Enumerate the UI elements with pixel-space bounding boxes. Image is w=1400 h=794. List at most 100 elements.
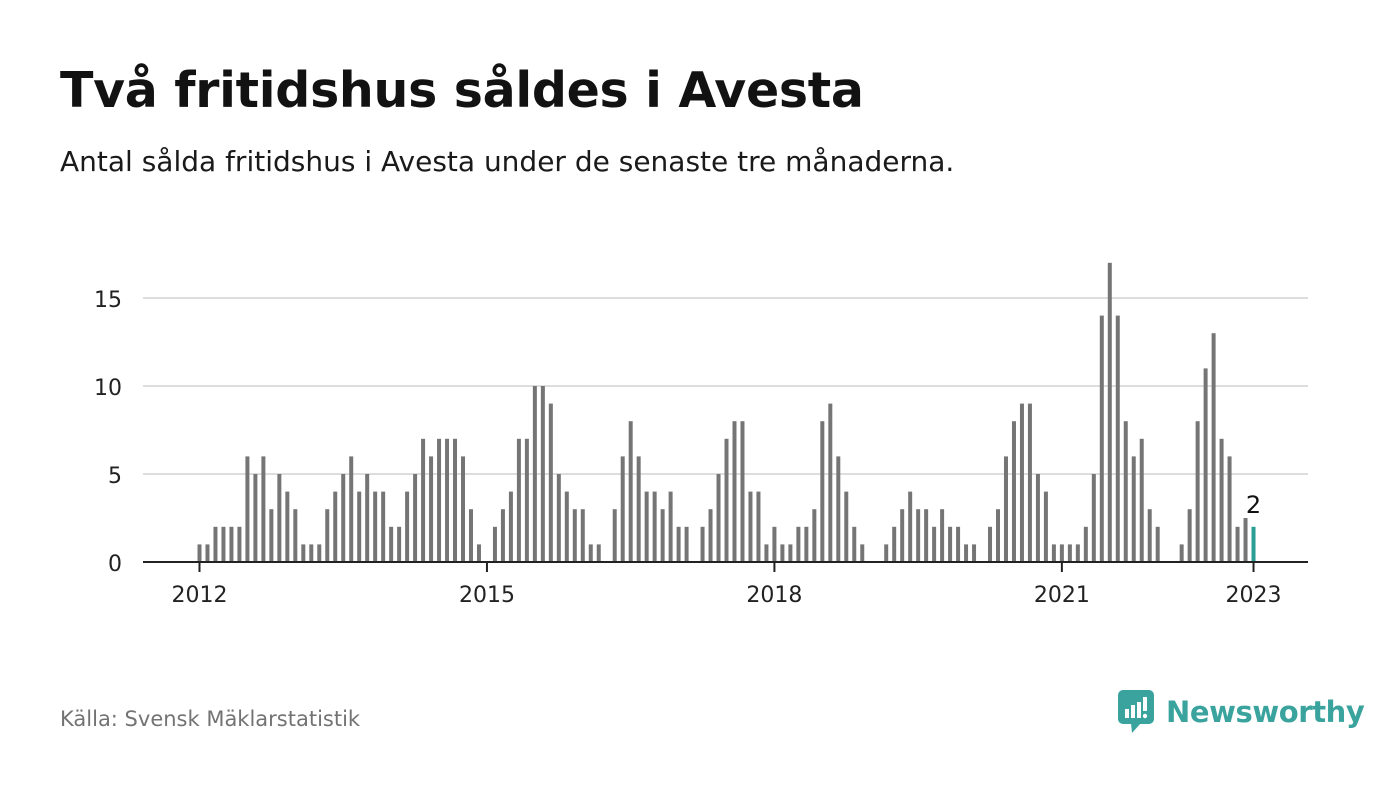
bar (700, 526, 705, 562)
bar (413, 474, 418, 562)
bar (405, 491, 410, 562)
bar (828, 403, 833, 562)
bar (628, 421, 633, 562)
bar (205, 544, 210, 562)
bar (580, 509, 585, 562)
bar (516, 438, 521, 562)
bar (253, 474, 258, 562)
highlight-value-label: 2 (1246, 491, 1261, 519)
bar (644, 491, 649, 562)
bar (453, 438, 458, 562)
bar (365, 474, 370, 562)
source-note: Källa: Svensk Mäklarstatistik (60, 707, 361, 731)
bar (317, 544, 322, 562)
x-tick-label: 2023 (1226, 583, 1282, 608)
bar (636, 456, 641, 562)
bar (508, 491, 513, 562)
x-tick-label: 2015 (459, 583, 515, 608)
bar (277, 474, 282, 562)
bar (892, 526, 897, 562)
bar (556, 474, 561, 562)
bar (564, 491, 569, 562)
bar (524, 438, 529, 562)
bar (1027, 403, 1032, 562)
bar (476, 544, 481, 562)
bar (660, 509, 665, 562)
bar (1011, 421, 1016, 562)
bar (532, 386, 537, 562)
bar-chart: 0 5 10 15 2012 2015 2018 2021 2023 2 (94, 262, 1308, 608)
bar (588, 544, 593, 562)
bar (500, 509, 505, 562)
bar (916, 509, 921, 562)
bar (956, 526, 961, 562)
bar (900, 509, 905, 562)
bar (309, 544, 314, 562)
bar (1067, 544, 1072, 562)
bar (932, 526, 937, 562)
bar (197, 544, 202, 562)
bar (1147, 509, 1152, 562)
bar (1235, 526, 1240, 562)
bar (468, 509, 473, 562)
bar (612, 509, 617, 562)
bar (708, 509, 713, 562)
bar (668, 491, 673, 562)
bar (1219, 438, 1224, 562)
bar (548, 403, 553, 562)
x-tick-label: 2018 (746, 583, 802, 608)
bar (540, 386, 545, 562)
bar (1051, 544, 1056, 562)
bar (948, 526, 953, 562)
chart-speech-bubble-icon (1118, 690, 1154, 733)
bar (1123, 421, 1128, 562)
bar (620, 456, 625, 562)
brand-name: Newsworthy (1166, 695, 1365, 729)
bar (301, 544, 306, 562)
bar (1043, 491, 1048, 562)
bar (1115, 315, 1120, 562)
x-tick-label: 2012 (172, 583, 228, 608)
bar (924, 509, 929, 562)
bar (1195, 421, 1200, 562)
bar (796, 526, 801, 562)
bar (788, 544, 793, 562)
bar (908, 491, 913, 562)
bar (652, 491, 657, 562)
chart-subtitle: Antal sålda fritidshus i Avesta under de… (60, 145, 955, 178)
bar (836, 456, 841, 562)
bar (748, 491, 753, 562)
bar (764, 544, 769, 562)
bar (229, 526, 234, 562)
bar (1059, 544, 1064, 562)
bar (804, 526, 809, 562)
bar (596, 544, 601, 562)
bar (756, 491, 761, 562)
x-tick-label: 2021 (1034, 583, 1090, 608)
bar (572, 509, 577, 562)
bar (1075, 544, 1080, 562)
bar (492, 526, 497, 562)
bar (1083, 526, 1088, 562)
bar (972, 544, 977, 562)
bar (676, 526, 681, 562)
bar (1227, 456, 1232, 562)
bar (852, 526, 857, 562)
bar (1179, 544, 1184, 562)
bar (357, 491, 362, 562)
bar (285, 491, 290, 562)
bar (772, 526, 777, 562)
bar (844, 491, 849, 562)
bar (349, 456, 354, 562)
y-tick-label: 15 (94, 288, 122, 313)
bar (261, 456, 266, 562)
bar (884, 544, 889, 562)
bar (461, 456, 466, 562)
bar (732, 421, 737, 562)
bar (341, 474, 346, 562)
bar (397, 526, 402, 562)
bar (1107, 262, 1112, 562)
bar (1155, 526, 1160, 562)
bar (1139, 438, 1144, 562)
bar (237, 526, 242, 562)
